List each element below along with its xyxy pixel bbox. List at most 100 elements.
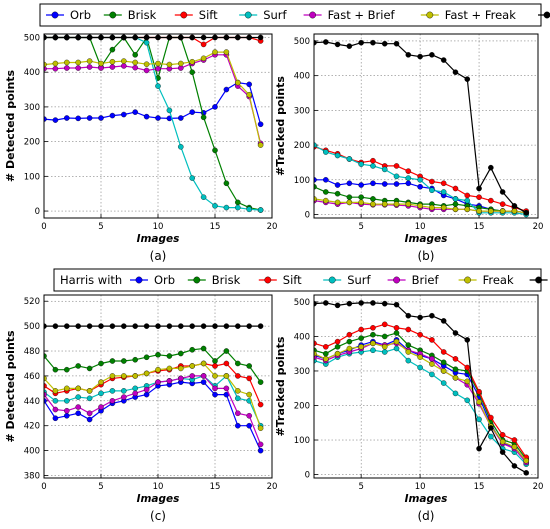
data-point-brisk: [440, 359, 447, 366]
legend-marker-freak: [464, 276, 471, 284]
y-tick-label: 0: [35, 207, 40, 217]
data-point-surf: [75, 394, 81, 400]
plot-frame: [43, 33, 273, 219]
y-axis-label: # Detected points: [4, 69, 17, 182]
data-point-freak: [257, 425, 264, 431]
data-point-fast-freak: [132, 59, 138, 66]
data-point-freak: [417, 354, 423, 360]
data-point-klt: [440, 318, 447, 324]
legend-label-sift: Sift: [283, 273, 302, 287]
data-point-fast-freak: [246, 91, 252, 98]
y-tick-label: 0: [305, 211, 310, 221]
data-point-brief: [246, 412, 252, 419]
data-point-brisk: [75, 363, 81, 369]
data-point-klt: [476, 445, 482, 452]
data-point-harris-klt: [499, 189, 506, 195]
x-axis-label: Images: [405, 233, 448, 245]
data-point-harris-klt: [109, 34, 116, 41]
data-point-harris-klt: [429, 52, 435, 58]
data-point-sift: [200, 41, 207, 48]
data-point-freak: [109, 373, 116, 379]
y-tick-label: 100: [294, 436, 310, 446]
data-point-brisk: [405, 342, 412, 348]
plot-frame: [313, 294, 539, 479]
data-point-freak: [464, 378, 471, 385]
data-point-harris-klt: [200, 34, 207, 41]
data-point-harris-klt: [476, 185, 482, 192]
data-point-brief: [166, 378, 173, 384]
data-point-harris-klt: [52, 34, 59, 41]
data-point-orb: [143, 391, 150, 398]
data-point-harris-klt: [511, 203, 518, 209]
data-point-fast-freak: [314, 196, 317, 202]
data-point-fast-freak: [346, 199, 353, 206]
data-point-surf: [452, 390, 459, 397]
data-point-freak: [440, 368, 447, 374]
data-point-brisk: [358, 335, 364, 341]
data-point-klt: [86, 323, 93, 329]
data-point-sift: [393, 325, 400, 331]
data-point-fast-freak: [417, 203, 423, 209]
data-point-freak: [358, 344, 364, 350]
data-point-surf: [132, 385, 138, 392]
data-point-fast-freak: [235, 79, 241, 86]
data-point-klt: [121, 323, 127, 329]
legend-marker-sift: [264, 276, 272, 284]
data-point-brief: [98, 404, 104, 410]
data-point-surf: [488, 433, 494, 440]
data-point-sift: [314, 340, 317, 347]
legend-label-surf: Surf: [347, 273, 371, 287]
data-point-brisk: [189, 69, 195, 75]
data-point-orb: [370, 180, 376, 187]
y-axis-label: # Detected points: [4, 330, 17, 443]
data-point-orb: [212, 391, 218, 398]
data-point-orb: [334, 182, 341, 188]
data-point-orb: [86, 115, 93, 121]
data-point-orb: [52, 117, 59, 123]
data-point-fast-freak: [52, 60, 59, 67]
x-tick-label: 20: [533, 222, 544, 232]
data-point-sift: [370, 325, 376, 331]
data-point-brisk: [223, 348, 230, 354]
data-point-klt: [189, 323, 195, 329]
data-point-fast-freak: [257, 142, 264, 148]
x-tick-label: 20: [267, 482, 278, 492]
data-point-fast-freak: [223, 49, 230, 55]
data-point-freak: [381, 344, 388, 350]
legend-label-brisk: Brisk: [212, 273, 241, 287]
data-point-brief: [155, 379, 161, 385]
legend-marker-brisk: [193, 276, 201, 284]
y-tick-label: 200: [294, 141, 310, 151]
data-point-brisk: [200, 345, 207, 352]
panel-caption: (a): [150, 249, 167, 263]
data-point-surf: [155, 83, 161, 89]
data-point-harris-klt: [166, 34, 173, 41]
data-point-fast-freak: [323, 197, 329, 204]
data-point-fast-brief: [155, 65, 161, 72]
data-point-freak: [121, 373, 127, 379]
data-point-brisk: [235, 199, 241, 206]
y-tick-label: 300: [294, 367, 310, 377]
data-point-brisk: [132, 52, 138, 58]
data-point-surf: [334, 152, 341, 159]
data-point-fast-brief: [143, 67, 150, 74]
data-point-brisk: [323, 350, 329, 357]
data-point-freak: [235, 388, 241, 394]
data-point-surf: [212, 203, 218, 209]
data-point-fast-freak: [464, 206, 471, 213]
data-point-orb: [235, 422, 241, 429]
x-axis-label: Images: [137, 233, 180, 245]
data-point-fast-freak: [86, 58, 93, 64]
data-point-klt: [98, 323, 104, 329]
data-point-sift: [370, 157, 376, 164]
data-point-brisk: [358, 194, 364, 200]
data-point-freak: [499, 438, 506, 445]
data-point-orb: [381, 181, 388, 187]
data-point-fast-freak: [98, 60, 104, 67]
data-point-sift: [246, 375, 252, 382]
data-point-fast-brief: [75, 65, 81, 71]
data-point-surf: [452, 196, 459, 202]
data-point-klt: [452, 330, 459, 336]
y-tick-label: 300: [294, 106, 310, 116]
data-point-brisk: [64, 366, 70, 373]
